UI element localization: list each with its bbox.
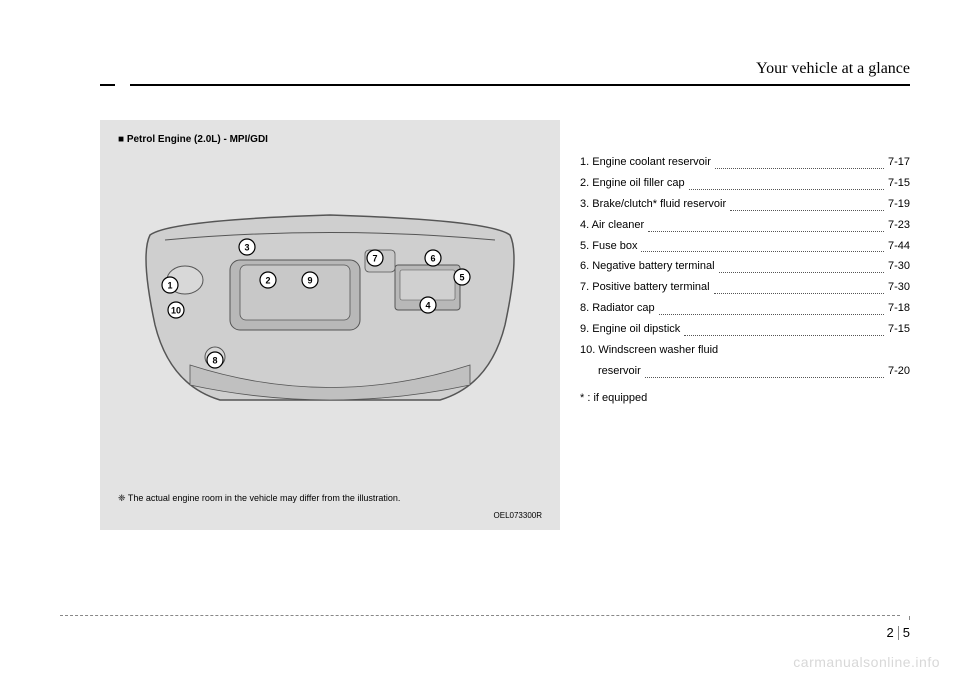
list-item-dots [659,298,884,315]
list-item-dots [648,215,884,232]
list-item-page: 7-18 [888,298,910,319]
list-item-label: 8. Radiator cap [580,298,655,319]
footer-rule [60,615,900,616]
equipped-note: * : if equipped [580,388,910,409]
page-header: Your vehicle at a glance [100,70,910,100]
list-item-sub: reservoir 7-20 [580,361,910,382]
svg-text:6: 6 [430,254,435,264]
list-item-page: 7-17 [888,152,910,173]
svg-text:7: 7 [372,254,377,264]
list-item-label: 5. Fuse box [580,236,637,257]
list-item-label: 1. Engine coolant reservoir [580,152,711,173]
list-item: 4. Air cleaner 7-23 [580,215,910,236]
list-item: 6. Negative battery terminal 7-30 [580,256,910,277]
list-item-page: 7-30 [888,256,910,277]
svg-text:4: 4 [425,301,430,311]
page-number-page: 5 [903,625,910,640]
watermark: carmanualsonline.info [793,654,940,670]
list-item-page: 7-44 [888,236,910,257]
list-item-page: 7-15 [888,173,910,194]
list-item-label: 2. Engine oil filler cap [580,173,685,194]
footer-tick [909,616,910,620]
list-item-dots [730,194,884,211]
svg-text:5: 5 [459,273,464,283]
list-item-page: 7-23 [888,215,910,236]
svg-text:2: 2 [265,276,270,286]
page-number-section: 2 [887,625,894,640]
list-item-dots [641,236,883,253]
list-item: 10. Windscreen washer fluid [580,340,910,361]
header-rule [130,84,910,86]
section-title: Your vehicle at a glance [756,60,910,78]
list-item: 3. Brake/clutch* fluid reservoir 7-19 [580,194,910,215]
figure-note: ❈ The actual engine room in the vehicle … [118,493,400,504]
list-item: 2. Engine oil filler cap 7-15 [580,173,910,194]
page-number: 2 5 [887,625,910,640]
list-item-page: 7-19 [888,194,910,215]
list-item-dots [715,152,884,169]
list-item-label: 9. Engine oil dipstick [580,319,680,340]
page-number-sep [898,626,899,640]
list-item-dots [684,319,884,336]
list-item-page: 7-30 [888,277,910,298]
list-item-dots [689,173,884,190]
svg-text:9: 9 [307,276,312,286]
list-item: 7. Positive battery terminal 7-30 [580,277,910,298]
list-item: 9. Engine oil dipstick 7-15 [580,319,910,340]
figure-code: OEL073300R [494,511,542,520]
svg-text:10: 10 [171,306,181,316]
list-item-label: 6. Negative battery terminal [580,256,715,277]
list-item-dots [714,277,884,294]
list-item-page: 7-15 [888,319,910,340]
component-list: 1. Engine coolant reservoir 7-172. Engin… [580,120,910,530]
list-item-label: 4. Air cleaner [580,215,644,236]
list-item: 8. Radiator cap 7-18 [580,298,910,319]
engine-figure-panel: ■ Petrol Engine (2.0L) - MPI/GDI 1 2 3 4 5 6 7… [100,120,560,530]
svg-text:8: 8 [212,356,217,366]
list-item-label: reservoir [598,361,641,382]
engine-diagram: 1 2 3 4 5 6 7 8 9 10 [130,165,530,425]
list-item: 1. Engine coolant reservoir 7-17 [580,152,910,173]
list-item-dots [645,361,884,378]
list-item-page: 7-20 [888,361,910,382]
list-item-dots [719,256,884,273]
figure-title: ■ Petrol Engine (2.0L) - MPI/GDI [118,134,542,145]
list-item-label: 3. Brake/clutch* fluid reservoir [580,194,726,215]
header-rule-left [100,84,115,86]
list-item-label: 7. Positive battery terminal [580,277,710,298]
svg-text:1: 1 [167,281,172,291]
list-item: 5. Fuse box 7-44 [580,236,910,257]
svg-text:3: 3 [244,243,249,253]
